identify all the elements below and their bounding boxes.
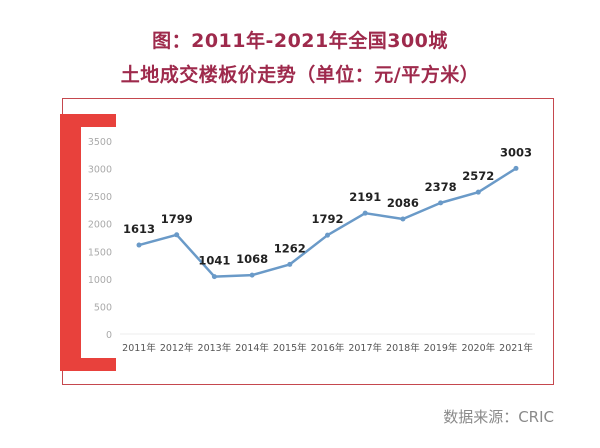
data-label: 3003 [500,145,532,159]
y-tick-label: 0 [106,330,112,341]
data-point [400,216,406,222]
x-tick-label: 2012年 [160,342,194,354]
x-tick-label: 2021年 [499,342,533,354]
y-tick-label: 2000 [88,220,112,231]
data-point [136,242,142,248]
data-label: 2572 [462,169,494,183]
data-point [174,232,180,238]
bracket-bar [60,114,81,371]
data-point [362,210,368,216]
data-label: 1041 [198,254,230,268]
bracket-top [60,114,116,127]
x-tick-label: 2015年 [273,342,307,354]
x-tick-label: 2019年 [424,342,458,354]
source-note: 数据来源：CRIC [443,408,554,426]
data-point [211,274,217,280]
data-label: 2378 [425,180,457,194]
y-tick-label: 500 [94,302,112,313]
chart-subtitle: 土地成交楼板价走势（单位：元/平方米） [120,64,480,86]
x-tick-label: 2020年 [461,342,495,354]
data-label: 1068 [236,252,268,266]
data-label: 2086 [387,196,419,210]
y-tick-label: 2500 [88,192,112,203]
data-label: 1262 [274,241,306,255]
data-point [438,200,444,206]
data-point [287,261,293,267]
y-tick-label: 3000 [88,165,112,176]
data-label: 1792 [311,212,343,226]
y-tick-label: 1000 [88,275,112,286]
data-label: 1799 [161,212,193,226]
data-point [475,189,481,195]
data-point [249,272,255,278]
data-point [325,232,330,238]
x-tick-label: 2014年 [235,342,269,354]
data-label: 2191 [349,190,381,204]
x-tick-label: 2016年 [311,342,345,354]
bracket-bottom [60,358,116,371]
y-tick-label: 3500 [88,137,112,148]
x-tick-label: 2011年 [122,342,156,354]
x-tick-label: 2013年 [198,342,232,354]
data-label: 1613 [123,222,155,236]
y-tick-label: 1500 [88,247,112,258]
x-tick-label: 2018年 [386,342,420,354]
chart-title: 图：2011年-2021年全国300城 [152,30,448,52]
data-point [513,165,519,171]
x-tick-label: 2017年 [348,342,382,354]
